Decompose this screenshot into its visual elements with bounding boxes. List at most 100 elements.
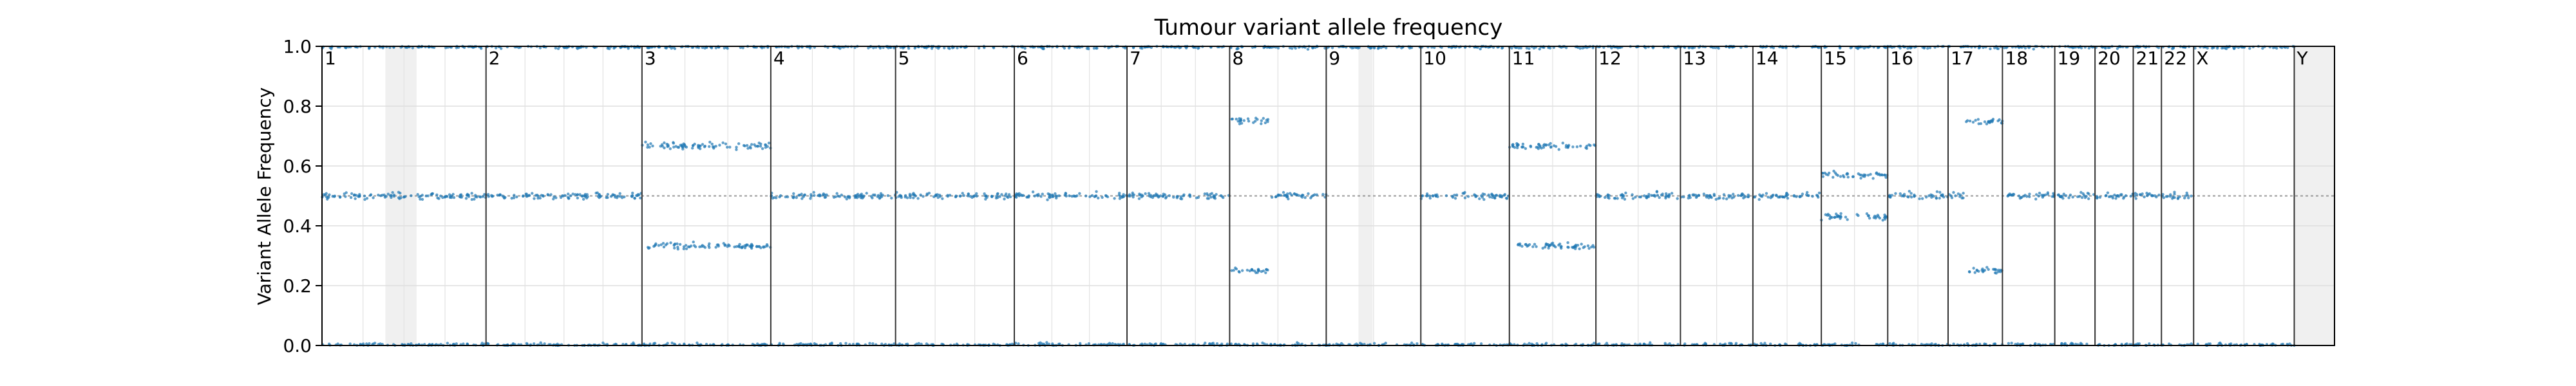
data-point <box>1238 270 1241 274</box>
data-point <box>735 145 738 149</box>
chromosome-label-12: 12 <box>1598 48 1622 69</box>
data-point <box>1510 46 1513 50</box>
data-point <box>670 341 674 345</box>
data-point <box>2080 196 2084 199</box>
data-point <box>765 243 769 246</box>
data-point <box>773 196 776 199</box>
data-point <box>564 194 567 197</box>
data-point <box>1557 243 1560 247</box>
data-point <box>1652 194 1655 198</box>
data-point <box>1543 245 1547 249</box>
data-point <box>1844 216 1848 219</box>
data-point <box>1968 119 1972 123</box>
data-point <box>1138 192 1141 196</box>
data-point <box>328 193 331 196</box>
chart-title: Tumour variant allele frequency <box>1154 15 1503 41</box>
data-point <box>1689 196 1692 199</box>
data-point <box>2261 46 2264 50</box>
data-point <box>1585 144 1589 148</box>
data-point <box>812 190 815 194</box>
data-point <box>1003 198 1006 201</box>
data-point <box>1817 191 1821 195</box>
data-point <box>631 191 634 195</box>
data-point <box>1868 216 1871 220</box>
data-point <box>467 195 471 198</box>
data-point <box>1697 194 1701 197</box>
chromosome-label-Y: Y <box>2297 48 2309 69</box>
data-point <box>358 195 361 198</box>
chromosome-label-5: 5 <box>898 48 910 69</box>
data-point <box>1996 47 1999 50</box>
data-point <box>1718 342 1722 346</box>
data-point <box>1899 46 1902 50</box>
data-point <box>692 143 695 147</box>
data-point <box>448 196 452 199</box>
data-point <box>1031 190 1035 194</box>
data-point <box>576 193 580 196</box>
data-point <box>1585 147 1589 150</box>
data-point <box>1909 192 1913 195</box>
data-point <box>2057 193 2060 196</box>
data-point <box>1888 342 1891 345</box>
data-point <box>890 196 893 200</box>
data-point <box>1113 197 1116 200</box>
data-point <box>1276 46 1280 50</box>
data-point <box>1551 241 1555 245</box>
y-tick-label: 0.4 <box>283 216 312 237</box>
data-point <box>1054 194 1057 198</box>
data-point <box>578 193 582 196</box>
data-point <box>733 245 736 248</box>
data-point <box>1528 342 1531 345</box>
data-point <box>761 147 764 151</box>
data-point <box>569 194 573 198</box>
data-point <box>1888 194 1891 197</box>
data-point <box>1132 196 1135 199</box>
data-point <box>714 46 718 50</box>
data-point <box>1132 193 1136 196</box>
data-point <box>1607 194 1611 198</box>
data-point <box>513 194 516 197</box>
data-point <box>421 198 424 201</box>
data-point <box>1148 194 1151 198</box>
data-point <box>404 195 407 198</box>
data-point <box>552 198 555 201</box>
data-point <box>956 46 959 50</box>
data-point <box>1682 195 1685 199</box>
data-point <box>1466 195 1470 198</box>
data-point <box>996 192 999 196</box>
data-point <box>865 192 868 195</box>
data-point <box>1040 342 1044 345</box>
data-point <box>1778 195 1781 198</box>
data-point <box>1525 46 1529 50</box>
data-point <box>392 194 396 198</box>
data-point <box>1182 194 1185 198</box>
data-point <box>1866 214 1870 217</box>
data-point <box>386 192 390 196</box>
data-point <box>688 245 691 249</box>
data-point <box>1941 193 1944 196</box>
data-point <box>644 140 647 144</box>
data-point <box>1747 193 1750 197</box>
data-point <box>1578 46 1582 50</box>
data-point <box>444 46 448 50</box>
data-point <box>1542 143 1546 147</box>
data-point <box>1007 193 1011 196</box>
data-point <box>663 146 666 150</box>
data-point <box>1428 196 1432 200</box>
data-point <box>2010 342 2013 345</box>
data-point <box>1871 177 1875 180</box>
data-point <box>1288 46 1292 50</box>
data-point <box>1209 192 1212 196</box>
data-point <box>919 193 922 197</box>
data-point <box>599 194 602 198</box>
data-point <box>2129 194 2132 198</box>
data-point <box>2248 47 2251 50</box>
data-point <box>1798 195 1801 199</box>
data-point <box>1219 194 1223 198</box>
data-point <box>1455 193 1459 197</box>
data-point <box>510 197 513 200</box>
data-point <box>1759 342 1763 345</box>
data-point <box>1416 342 1419 345</box>
chromosome-label-9: 9 <box>1329 48 1340 69</box>
data-point <box>1101 196 1104 199</box>
